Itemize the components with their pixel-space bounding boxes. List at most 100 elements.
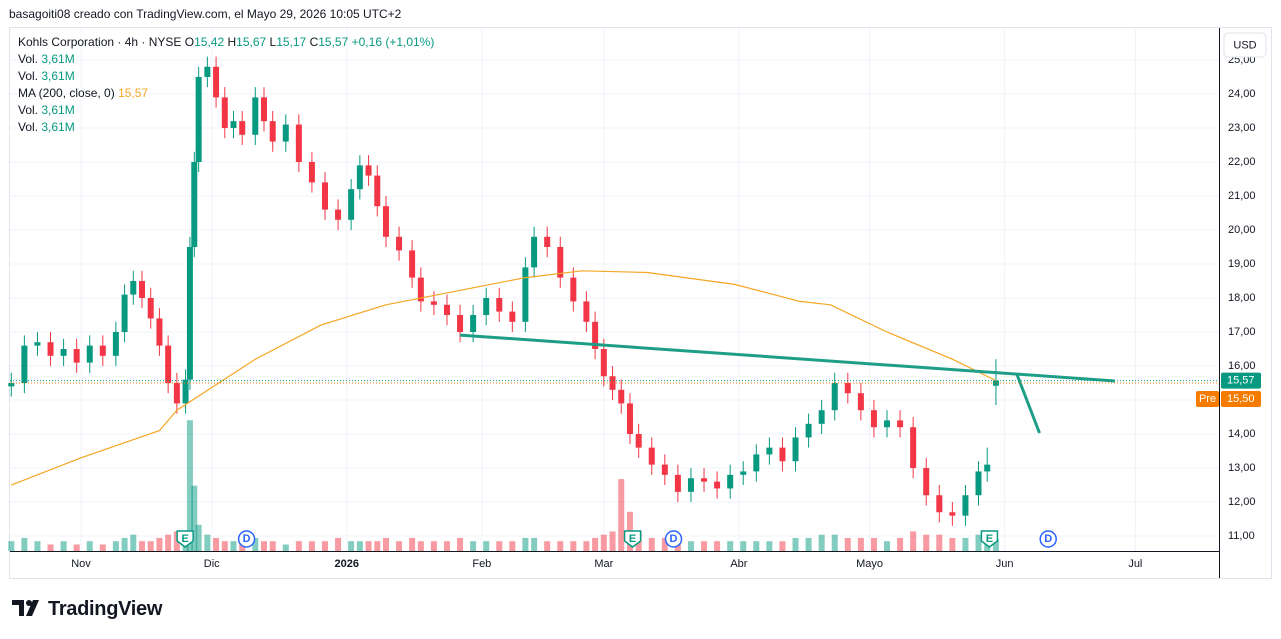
y-tick-label: 18,00 (1228, 292, 1256, 304)
volume-bar (417, 541, 424, 551)
volume-bar (221, 541, 228, 551)
volume-bar (121, 537, 128, 551)
candle-body (430, 301, 437, 305)
candle-body (139, 280, 146, 299)
volume-bar (583, 541, 590, 551)
candle-body (396, 236, 403, 251)
candle-body (992, 380, 999, 386)
candle-body (844, 383, 851, 394)
y-tick-label: 20,00 (1228, 224, 1256, 236)
volume-bar (195, 524, 202, 551)
ohlc-value: 15,42 (194, 35, 225, 49)
indicator-value: 3,61M (41, 120, 75, 134)
candle-body (34, 342, 41, 346)
volume-bar (522, 537, 529, 551)
legend-row: Kohls Corporation · 4h · NYSE O15,42 H15… (18, 34, 434, 51)
y-tick-label: 11,00 (1228, 530, 1255, 542)
currency[interactable]: USD (1233, 39, 1256, 51)
ohlc-key: O (184, 35, 195, 49)
volume-bar (870, 537, 877, 551)
volume-bar (831, 534, 838, 551)
candle-body (701, 478, 708, 482)
legend-row: Vol. 3,61M (18, 119, 434, 136)
volume-bar (396, 541, 403, 551)
price-tag-name: Pre (1199, 393, 1216, 405)
volume-bar (86, 541, 93, 551)
volume-bar (34, 541, 41, 551)
y-tick-label: 21,00 (1228, 190, 1256, 202)
candle-body (483, 298, 490, 316)
volume-bar (348, 541, 355, 551)
candle-body (365, 165, 372, 176)
candle-body (239, 121, 246, 135)
candle-body (779, 447, 786, 462)
candle-body (182, 379, 189, 404)
indicator-name: Vol. (18, 69, 39, 83)
candle-body (805, 423, 812, 438)
volume-bar (252, 537, 259, 551)
candle-body (409, 250, 416, 278)
candle-body (884, 420, 891, 428)
candle-body (923, 468, 930, 496)
volume-bar (844, 537, 851, 551)
event-marker (980, 530, 999, 548)
y-tick-label: 22,00 (1228, 156, 1256, 168)
volume-bar (975, 534, 982, 551)
y-tick-label: 17,00 (1228, 326, 1256, 338)
indicator-value: 3,61M (41, 103, 75, 117)
x-tick-label: Nov (71, 558, 91, 570)
candle-body (308, 161, 315, 183)
x-tick-label: Feb (472, 558, 491, 570)
volume-bar (147, 541, 154, 551)
currency-button[interactable] (1223, 32, 1267, 58)
candle-body (792, 437, 799, 462)
candle-body (609, 376, 616, 390)
candle-body (544, 236, 551, 247)
volume-bar (8, 541, 15, 551)
candle-body (583, 301, 590, 322)
candle-body (626, 403, 633, 435)
candle-body (661, 464, 668, 475)
candle-body (335, 209, 342, 220)
ohlc-key: L (269, 35, 277, 49)
candle-body (260, 97, 267, 122)
candle-body (147, 298, 154, 319)
volume-bar (661, 537, 668, 551)
volume-bar (818, 534, 825, 551)
volume-bar (374, 541, 381, 551)
candle-body (635, 434, 642, 448)
volume-bar (204, 534, 211, 551)
volume-bar (269, 541, 276, 551)
event-label: E (629, 533, 636, 545)
x-tick-label: Mayo (856, 558, 883, 570)
trendline (459, 333, 1115, 383)
volume-bar (356, 541, 363, 551)
candle-body (753, 454, 760, 472)
candle-body (984, 464, 991, 472)
ohlc-key: C (309, 35, 319, 49)
volume-bar (335, 537, 342, 551)
volume-bar (112, 541, 119, 551)
volume-bar (443, 541, 450, 551)
candle-body (592, 321, 599, 350)
candle-body (714, 481, 721, 489)
candle-body (130, 280, 137, 295)
volume-bar (213, 537, 220, 551)
x-tick-label: Mar (594, 558, 613, 570)
volume-bar (130, 534, 137, 551)
candle-body (21, 345, 28, 384)
candle-body (522, 267, 529, 322)
volume-bar (557, 541, 564, 551)
volume-bar (99, 544, 106, 551)
candle-body (897, 420, 904, 428)
event-label: D (1044, 533, 1052, 545)
candle-body (213, 66, 220, 98)
volume-bar (156, 537, 163, 551)
candle-body (73, 349, 80, 363)
candle-body (8, 383, 15, 387)
legend-row: Vol. 3,61M (18, 68, 434, 85)
volume-bar (949, 537, 956, 551)
logo-text: TradingView (48, 598, 163, 620)
volume-bar (962, 537, 969, 551)
